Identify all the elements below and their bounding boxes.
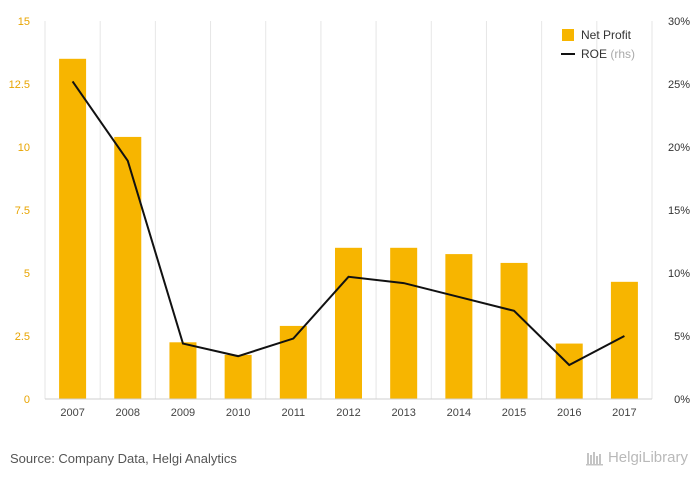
- bar-2014: [445, 254, 473, 399]
- x-tick-label: 2014: [447, 407, 471, 419]
- helgi-library-logo: HelgiLibrary: [585, 449, 688, 466]
- y-right-tick-label: 30%: [668, 16, 690, 28]
- x-tick-label: 2013: [391, 407, 415, 419]
- bar-2010: [224, 354, 252, 399]
- y-left-tick-label: 7.5: [15, 205, 30, 217]
- x-tick-label: 2009: [171, 407, 195, 419]
- source-note: Source: Company Data, Helgi Analytics: [10, 451, 237, 466]
- logo-text: HelgiLibrary: [607, 449, 688, 466]
- x-tick-label: 2016: [557, 407, 581, 419]
- y-left-tick-label: 12.5: [9, 79, 30, 91]
- y-right-tick-label: 0%: [674, 394, 690, 406]
- legend-label-roe: ROE (rhs): [581, 47, 635, 61]
- legend-swatch-net-profit: [562, 29, 574, 41]
- line-series-roe: [71, 80, 625, 367]
- x-tick-label: 2007: [60, 407, 84, 419]
- y-right-tick-label: 15%: [668, 205, 690, 217]
- chart: 2007 2008 2009 2010 2011 2012 2013 2014 2015 2016…: [9, 16, 691, 419]
- legend: Net Profit ROE (rhs): [561, 28, 635, 61]
- y-right-tick-label: 20%: [668, 142, 690, 154]
- bar-series-net-profit: [59, 58, 638, 400]
- x-tick-label: 2008: [116, 407, 140, 419]
- y-left-tick-label: 15: [18, 16, 30, 28]
- y-left-tick-label: 2.5: [15, 331, 30, 343]
- legend-label-roe-suffix: (rhs): [610, 47, 635, 61]
- bar-2007: [59, 58, 87, 400]
- bookshelf-icon: [585, 451, 603, 465]
- y-left-tick-label: 5: [24, 268, 30, 280]
- bar-2015: [500, 262, 528, 399]
- axes: 2007 2008 2009 2010 2011 2012 2013 2014 2015 2016…: [9, 16, 691, 419]
- y-right-tick-label: 10%: [668, 268, 690, 280]
- x-tick-label: 2015: [502, 407, 526, 419]
- bar-2016: [555, 343, 583, 399]
- legend-label-net-profit: Net Profit: [581, 28, 632, 42]
- bar-2013: [390, 247, 418, 399]
- x-tick-label: 2011: [281, 407, 305, 419]
- x-tick-label: 2010: [226, 407, 250, 419]
- bar-2012: [335, 247, 362, 399]
- y-left-tick-label: 10: [18, 142, 30, 154]
- grid-lines: [44, 21, 653, 399]
- x-tick-label: 2012: [336, 407, 360, 419]
- y-left-tick-label: 0: [24, 394, 30, 406]
- bar-2011: [279, 325, 307, 399]
- x-tick-label: 2017: [612, 407, 636, 419]
- y-right-tick-label: 5%: [674, 331, 690, 343]
- bar-2008: [114, 136, 142, 400]
- bar-2009: [169, 342, 197, 399]
- y-right-tick-label: 25%: [668, 79, 690, 91]
